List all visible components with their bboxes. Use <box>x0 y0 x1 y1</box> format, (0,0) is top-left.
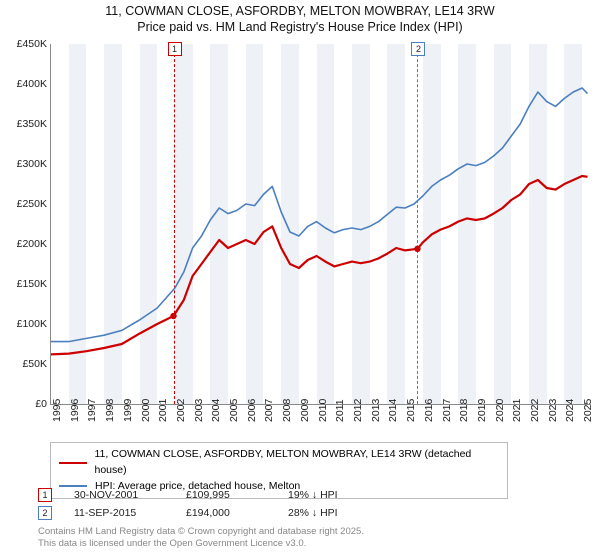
y-tick-label: £150K <box>3 278 47 290</box>
line-series <box>51 44 591 404</box>
x-tick-label: 2016 <box>423 399 429 422</box>
x-tick-label: 2024 <box>564 399 570 422</box>
x-tick-label: 2014 <box>387 399 393 422</box>
x-tick-label: 2010 <box>317 399 323 422</box>
x-tick-label: 2008 <box>281 399 287 422</box>
x-tick-label: 1998 <box>104 399 110 422</box>
y-tick-label: £200K <box>3 238 47 250</box>
x-tick-label: 2001 <box>157 399 163 422</box>
y-tick-label: £400K <box>3 78 47 90</box>
y-tick-label: £450K <box>3 38 47 50</box>
x-tick-label: 2023 <box>547 399 553 422</box>
x-tick-label: 1997 <box>86 399 92 422</box>
x-tick-label: 2007 <box>263 399 269 422</box>
y-tick-label: £300K <box>3 158 47 170</box>
y-tick-label: £50K <box>3 358 47 370</box>
x-tick-label: 2019 <box>476 399 482 422</box>
x-tick-label: 2015 <box>405 399 411 422</box>
footer: Contains HM Land Registry data © Crown c… <box>38 526 364 550</box>
x-tick-label: 2020 <box>494 399 500 422</box>
x-tick-label: 2005 <box>228 399 234 422</box>
x-tick-label: 2018 <box>458 399 464 422</box>
x-tick-label: 2017 <box>441 399 447 422</box>
x-tick-label: 2012 <box>352 399 358 422</box>
transaction-pct: 19% ↓ HPI <box>288 489 378 501</box>
transaction-row: 2 11-SEP-2015 £194,000 28% ↓ HPI <box>38 504 378 522</box>
legend-swatch-price <box>59 462 87 464</box>
transaction-pct: 28% ↓ HPI <box>288 507 378 519</box>
title-subtitle: Price paid vs. HM Land Registry's House … <box>0 20 600 36</box>
transaction-date: 30-NOV-2001 <box>74 489 164 501</box>
y-tick-label: £350K <box>3 118 47 130</box>
x-tick-label: 2000 <box>140 399 146 422</box>
footer-line2: This data is licensed under the Open Gov… <box>38 538 364 550</box>
x-tick-label: 2009 <box>299 399 305 422</box>
x-tick-label: 2004 <box>210 399 216 422</box>
chart-marker-label: 2 <box>411 42 425 56</box>
transaction-price: £194,000 <box>186 507 266 519</box>
y-tick-label: £0 <box>3 398 47 410</box>
title-address: 11, COWMAN CLOSE, ASFORDBY, MELTON MOWBR… <box>0 4 600 20</box>
x-tick-label: 2003 <box>193 399 199 422</box>
transactions-table: 1 30-NOV-2001 £109,995 19% ↓ HPI 2 11-SE… <box>38 486 378 522</box>
x-tick-label: 1999 <box>122 399 128 422</box>
x-tick-label: 2006 <box>246 399 252 422</box>
x-tick-label: 1995 <box>51 399 57 422</box>
legend-row-price: 11, COWMAN CLOSE, ASFORDBY, MELTON MOWBR… <box>59 447 499 479</box>
transaction-marker-icon: 2 <box>38 506 52 520</box>
y-tick-label: £250K <box>3 198 47 210</box>
x-tick-label: 2002 <box>175 399 181 422</box>
x-tick-label: 1996 <box>69 399 75 422</box>
chart-container: 11, COWMAN CLOSE, ASFORDBY, MELTON MOWBR… <box>0 0 600 560</box>
transaction-price: £109,995 <box>186 489 266 501</box>
transaction-date: 11-SEP-2015 <box>74 507 164 519</box>
y-tick-label: £100K <box>3 318 47 330</box>
footer-line1: Contains HM Land Registry data © Crown c… <box>38 526 364 538</box>
chart-marker-label: 1 <box>168 42 182 56</box>
plot: £0£50K£100K£150K£200K£250K£300K£350K£400… <box>50 44 591 405</box>
x-tick-label: 2022 <box>529 399 535 422</box>
transaction-marker-icon: 1 <box>38 488 52 502</box>
x-tick-label: 2021 <box>511 399 517 422</box>
chart-area: £0£50K£100K£150K£200K£250K£300K£350K£400… <box>50 44 590 404</box>
title-block: 11, COWMAN CLOSE, ASFORDBY, MELTON MOWBR… <box>0 0 600 35</box>
x-tick-label: 2025 <box>582 399 588 422</box>
x-tick-label: 2011 <box>334 399 340 422</box>
transaction-row: 1 30-NOV-2001 £109,995 19% ↓ HPI <box>38 486 378 504</box>
legend-label-price: 11, COWMAN CLOSE, ASFORDBY, MELTON MOWBR… <box>95 447 500 479</box>
x-tick-label: 2013 <box>370 399 376 422</box>
